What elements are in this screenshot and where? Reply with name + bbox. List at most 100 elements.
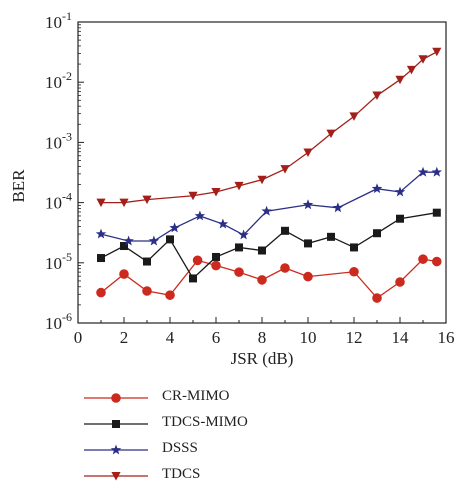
data-point-tdcs-mimo — [396, 214, 404, 223]
legend-item-dsss: DSSS — [82, 438, 342, 462]
data-point-cr-mimo — [372, 293, 382, 303]
legend-item-cr-mimo: CR-MIMO — [82, 386, 342, 410]
data-point-tdcs — [303, 148, 313, 157]
series-tdcs — [96, 47, 442, 208]
x-tick-label: 0 — [74, 328, 83, 347]
data-point-tdcs — [142, 195, 152, 205]
data-point-dsss — [431, 166, 443, 177]
x-tick-label: 10 — [300, 328, 317, 347]
data-point-dsss — [148, 235, 160, 246]
legend-marker — [112, 420, 120, 428]
series-line-tdcs — [101, 51, 438, 204]
series-line-tdcs-mimo — [100, 212, 437, 280]
y-tick-label: 10-4 — [45, 190, 72, 213]
legend-swatch-dsss — [84, 444, 148, 455]
legend-swatch-tdcs — [84, 472, 148, 481]
legend-marker — [111, 393, 121, 403]
series-cr-mimo — [96, 254, 442, 303]
data-point-tdcs — [211, 187, 221, 197]
ber-vs-jsr-chart: 0 2 4 6 8 10 12 14 16 10-6 10-5 10-4 10-3 10-2 10-1 JS… — [9, 9, 455, 368]
data-point-dsss — [169, 222, 180, 233]
legend-label-tdcs: TDCS — [162, 466, 201, 482]
data-point-cr-mimo — [280, 263, 290, 273]
data-point-tdcs-mimo — [304, 239, 312, 248]
data-point-tdcs — [432, 47, 442, 57]
legend-label-cr-mimo: CR-MIMO — [162, 388, 230, 404]
data-point-tdcs — [119, 198, 129, 208]
data-point-tdcs — [406, 65, 417, 75]
data-point-cr-mimo — [119, 269, 129, 279]
series-dsss — [95, 166, 443, 246]
y-axis-title: BER — [9, 169, 28, 203]
legend-marker — [111, 472, 121, 481]
data-point-dsss — [238, 229, 249, 240]
legend-label-dsss: DSSS — [162, 440, 198, 456]
data-point-tdcs — [234, 181, 244, 191]
legend-item-tdcs-mimo: TDCS-MIMO — [82, 412, 342, 436]
data-point-tdcs — [257, 175, 267, 185]
data-point-tdcs — [349, 112, 359, 121]
data-point-dsss — [332, 202, 344, 213]
y-tick-label: 10-6 — [45, 310, 72, 333]
data-point-tdcs-mimo — [143, 257, 151, 266]
y-tick-label: 10-5 — [45, 250, 72, 273]
legend-label-tdcs-mimo: TDCS-MIMO — [162, 414, 248, 430]
data-point-dsss — [302, 199, 314, 210]
y-tick-label: 10-1 — [45, 9, 72, 32]
data-point-tdcs-mimo — [373, 229, 381, 238]
data-point-tdcs — [96, 198, 106, 208]
data-point-tdcs-mimo — [97, 254, 105, 263]
data-point-tdcs-mimo — [235, 243, 243, 252]
plot-marks — [95, 47, 443, 303]
data-point-cr-mimo — [257, 275, 267, 285]
data-point-cr-mimo — [142, 286, 152, 296]
data-point-tdcs-mimo — [350, 243, 358, 252]
series-tdcs-mimo — [97, 208, 441, 283]
data-point-dsss — [194, 210, 206, 221]
data-point-cr-mimo — [303, 271, 313, 282]
x-tick-label: 16 — [438, 328, 455, 347]
data-point-cr-mimo — [418, 254, 428, 264]
legend-swatch-tdcs-mimo — [84, 420, 148, 428]
data-point-dsss — [95, 228, 107, 239]
y-tick-label: 10-3 — [45, 129, 72, 152]
data-point-cr-mimo — [96, 287, 106, 298]
legend-swatch-cr-mimo — [84, 393, 148, 403]
data-point-tdcs — [418, 55, 428, 64]
data-point-tdcs — [188, 191, 198, 201]
legend: CR-MIMO TDCS-MIMO DSSS TDCS — [82, 386, 342, 490]
x-tick-label: 12 — [346, 328, 363, 347]
x-tick-label: 2 — [120, 328, 129, 347]
data-point-cr-mimo — [192, 255, 203, 266]
data-point-tdcs-mimo — [281, 226, 289, 235]
data-point-cr-mimo — [234, 267, 244, 277]
x-tick-label: 8 — [258, 328, 267, 347]
data-point-tdcs-mimo — [166, 235, 174, 244]
data-point-tdcs-mimo — [432, 208, 441, 217]
data-point-cr-mimo — [349, 266, 359, 277]
data-point-dsss — [217, 218, 229, 229]
data-point-cr-mimo — [395, 277, 405, 287]
data-point-tdcs-mimo — [327, 232, 335, 241]
data-point-tdcs-mimo — [189, 274, 197, 283]
data-point-cr-mimo — [165, 290, 175, 300]
x-tick-label: 4 — [166, 328, 175, 347]
data-point-tdcs-mimo — [258, 246, 266, 255]
data-point-tdcs — [395, 75, 405, 85]
data-point-dsss — [261, 205, 272, 216]
data-point-tdcs — [280, 165, 290, 174]
data-point-cr-mimo — [432, 256, 442, 267]
data-point-tdcs — [372, 91, 382, 101]
data-point-cr-mimo — [211, 260, 221, 271]
x-axis-title: JSR (dB) — [231, 349, 294, 368]
data-point-dsss — [394, 186, 406, 197]
data-point-dsss — [417, 166, 429, 177]
y-tick-label: 10-2 — [45, 69, 72, 92]
data-point-tdcs-mimo — [120, 242, 128, 251]
data-point-tdcs-mimo — [212, 252, 220, 261]
series-line-dsss — [100, 171, 437, 242]
legend-item-tdcs: TDCS — [82, 464, 342, 488]
data-point-dsss — [123, 235, 134, 246]
data-point-tdcs — [326, 129, 336, 139]
data-point-dsss — [371, 183, 383, 194]
